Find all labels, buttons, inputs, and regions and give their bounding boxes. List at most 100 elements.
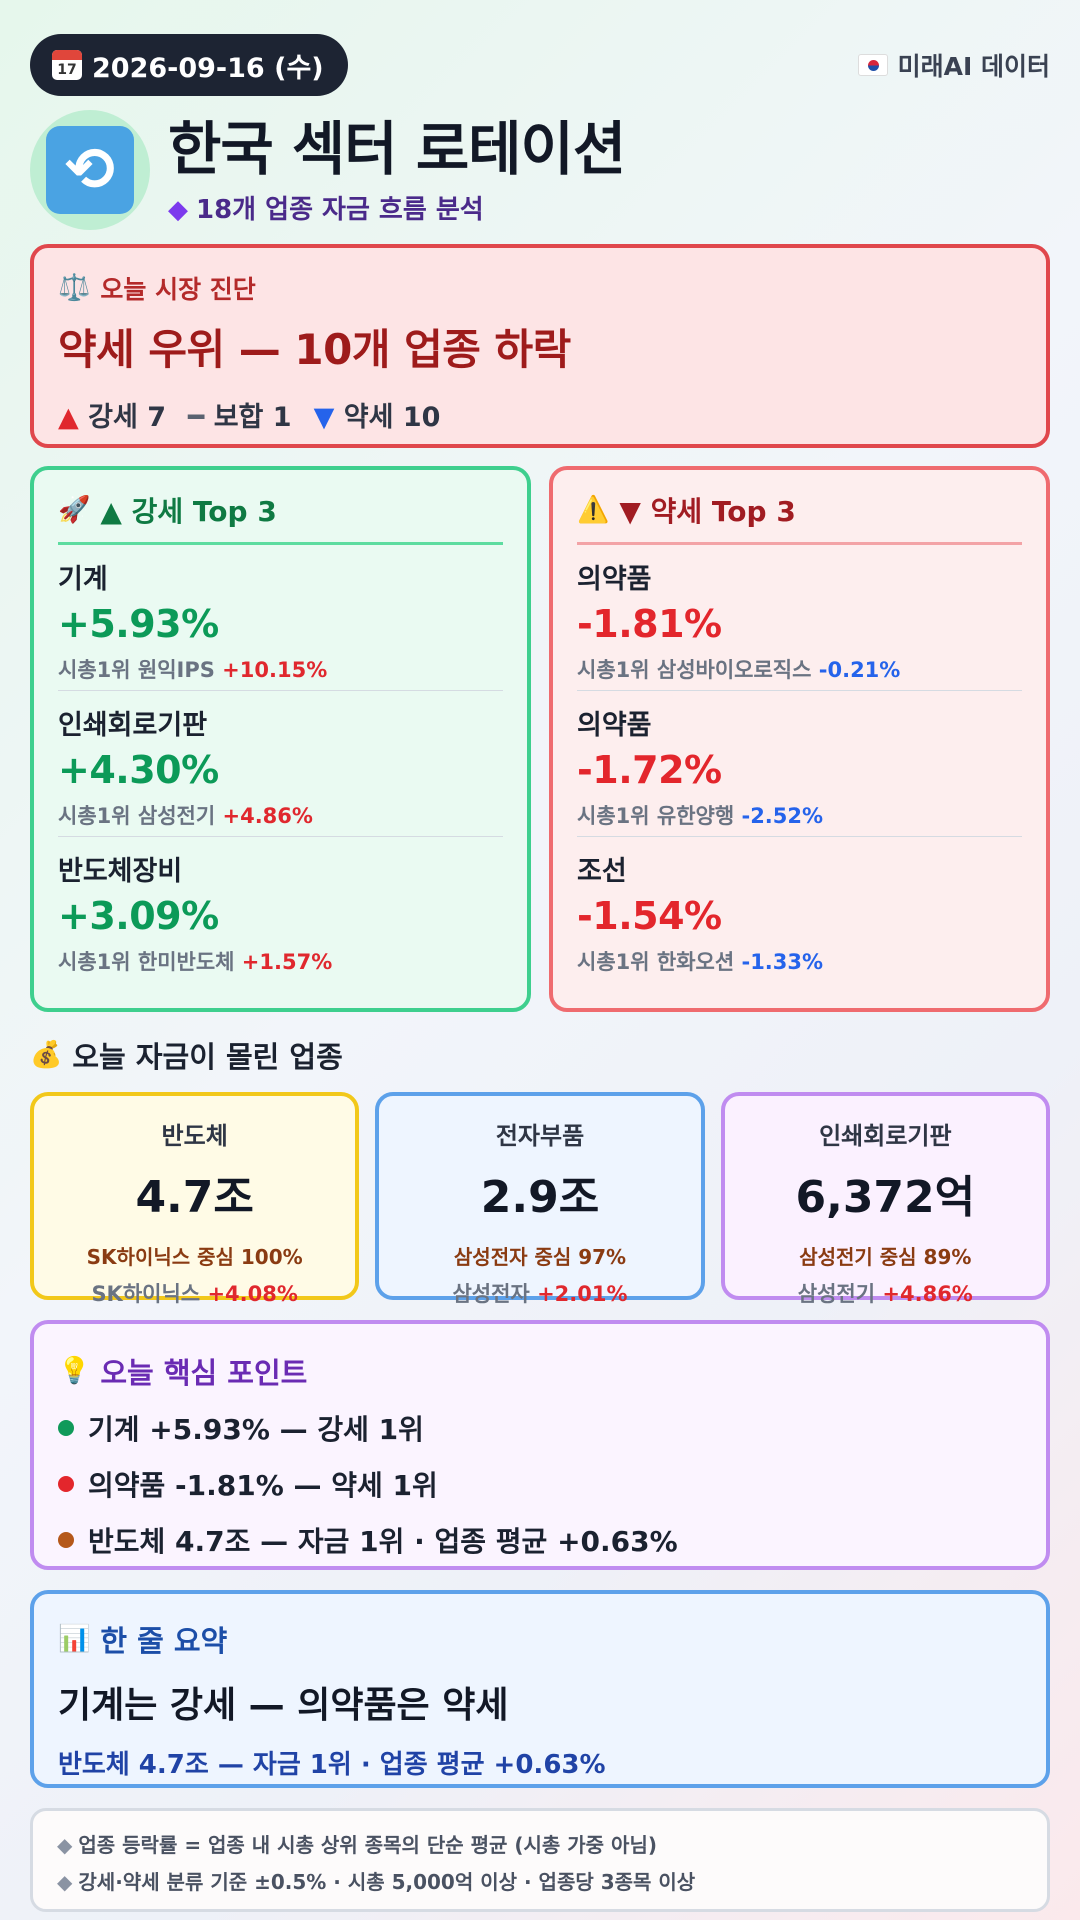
diamond-icon: ◆ — [168, 194, 188, 225]
money-sector-name: 인쇄회로기판 — [819, 1122, 952, 1150]
summary-sub: 반도체 4.7조 — 자금 1위 · 업종 평균 +0.63% — [58, 1750, 606, 1780]
sector-name: 반도체장비 — [58, 856, 183, 887]
loser-item: 의약품 -1.72% 시총1위 유한양행 -2.52% — [577, 691, 1022, 837]
page-title: 한국 섹터 로테이션 — [168, 114, 626, 183]
bullet-dot-icon — [58, 1532, 74, 1548]
gainers-card: 🚀 ▲ 강세 Top 3 기계 +5.93% 시총1위 원익IPS +10.15… — [30, 466, 531, 1012]
top-stock-name: 삼성전기 — [797, 1282, 876, 1306]
scales-icon: ⚖️ — [58, 273, 91, 303]
sector-change: -1.72% — [577, 748, 722, 792]
money-concentration: 삼성전자 중심 97% — [453, 1245, 627, 1269]
losers-heading-text: ▼ 약세 Top 3 — [619, 495, 796, 528]
header-row: 17 2026-09-16 (수) 미래AI 데이터 — [30, 34, 1050, 96]
leader-change: +4.86% — [222, 804, 313, 828]
sector-name: 기계 — [58, 564, 108, 595]
strong-count-text: 강세 7 — [88, 402, 167, 433]
data-source: 미래AI 데이터 — [857, 47, 1050, 83]
bullet-dot-icon — [58, 1420, 74, 1436]
money-sector-name: 반도체 — [161, 1122, 228, 1150]
weak-count: ▼ 약세 10 — [314, 395, 441, 434]
strong-count: ▲ 강세 7 — [58, 395, 166, 434]
money-flow-row: 반도체 4.7조 SK하이닉스 중심 100% SK하이닉스 +4.08% 전자… — [30, 1092, 1050, 1306]
key-point-text: 의약품 -1.81% — 약세 1위 — [88, 1469, 438, 1502]
note-text: 강세·약세 분류 기준 ±0.5% · 시총 5,000억 이상 · 업종당 3… — [78, 1870, 696, 1894]
leader-change: -0.21% — [818, 658, 901, 682]
date-text: 2026-09-16 (수) — [92, 52, 324, 84]
money-value: 6,372억 — [795, 1172, 976, 1223]
bullet-dot-icon — [58, 1476, 74, 1492]
money-top-stock: SK하이닉스 +4.08% — [34, 1278, 355, 1308]
key-points-card: 💡 오늘 핵심 포인트 기계 +5.93% — 강세 1위 의약품 -1.81%… — [30, 1320, 1050, 1570]
leader-line: 시총1위 원익IPS +10.15% — [58, 654, 503, 684]
sector-change: +5.93% — [58, 602, 219, 646]
money-card: 인쇄회로기판 6,372억 삼성전기 중심 89% 삼성전기 +4.86% — [720, 1092, 1050, 1306]
calendar-icon: 17 — [52, 50, 82, 80]
money-card: 반도체 4.7조 SK하이닉스 중심 100% SK하이닉스 +4.08% — [30, 1092, 360, 1306]
top-stock-name: SK하이닉스 — [91, 1282, 201, 1306]
note-text: 업종 등락률 = 업종 내 시총 상위 종목의 단순 평균 (시총 가중 아님) — [78, 1833, 657, 1857]
diamond-icon: ◆ — [57, 1870, 73, 1894]
up-triangle-icon: ▲ — [58, 402, 79, 433]
losers-card: ⚠️ ▼ 약세 Top 3 의약품 -1.81% 시총1위 삼성바이오로직스 -… — [549, 466, 1050, 1012]
market-diagnosis-card: ⚖️ 오늘 시장 진단 약세 우위 — 10개 업종 하락 ▲ 강세 7 ━ 보… — [30, 244, 1050, 448]
money-sector-name: 전자부품 — [495, 1122, 585, 1150]
top-stock-name: 삼성전자 — [452, 1282, 530, 1306]
key-points-heading: 💡 오늘 핵심 포인트 — [58, 1350, 1022, 1392]
diamond-icon: ◆ — [57, 1833, 73, 1857]
sector-change: -1.81% — [577, 602, 722, 646]
leader-name: 시총1위 삼성전기 — [58, 804, 216, 828]
gainers-heading: 🚀 ▲ 강세 Top 3 — [58, 490, 503, 545]
diagnosis-main: 약세 우위 — 10개 업종 하락 — [58, 325, 571, 374]
key-point: 의약품 -1.81% — 약세 1위 — [58, 1464, 1022, 1504]
leader-name: 시총1위 한화오션 — [577, 950, 735, 974]
diagnosis-heading: ⚖️ 오늘 시장 진단 — [58, 270, 1022, 306]
warning-icon: ⚠️ — [577, 495, 610, 525]
date-badge: 17 2026-09-16 (수) — [30, 34, 348, 96]
leader-name: 시총1위 삼성바이오로직스 — [577, 658, 812, 682]
money-concentration: 삼성전기 중심 89% — [799, 1245, 972, 1269]
lightbulb-icon: 💡 — [58, 1356, 91, 1386]
rotation-logo: ⟲ — [30, 110, 150, 230]
gainer-item: 반도체장비 +3.09% 시총1위 한미반도체 +1.57% — [58, 837, 503, 983]
diagnosis-heading-text: 오늘 시장 진단 — [100, 275, 256, 304]
money-top-stock: 삼성전기 +4.86% — [725, 1278, 1046, 1308]
top-stock-change: +4.08% — [207, 1282, 298, 1306]
leader-name: 시총1위 한미반도체 — [58, 950, 235, 974]
loser-item: 의약품 -1.81% 시총1위 삼성바이오로직스 -0.21% — [577, 545, 1022, 691]
sector-change: -1.54% — [577, 894, 722, 938]
key-points-heading-text: 오늘 핵심 포인트 — [100, 1356, 308, 1390]
leader-line: 시총1위 한화오션 -1.33% — [577, 946, 1022, 976]
money-heading-text: 오늘 자금이 몰린 업종 — [72, 1040, 343, 1074]
down-triangle-icon: ▼ — [313, 402, 335, 433]
money-card: 전자부품 2.9조 삼성전자 중심 97% 삼성전자 +2.01% — [375, 1092, 705, 1306]
leader-change: -1.33% — [741, 950, 824, 974]
calendar-day: 17 — [57, 62, 77, 78]
sector-name: 의약품 — [577, 710, 652, 741]
leader-change: +1.57% — [241, 950, 333, 974]
leader-name: 시총1위 원익IPS — [58, 658, 215, 682]
leader-line: 시총1위 한미반도체 +1.57% — [58, 946, 503, 976]
subtitle-text: 18개 업종 자금 흐름 분석 — [196, 194, 484, 225]
summary-heading-text: 한 줄 요약 — [100, 1624, 228, 1658]
gainer-item: 기계 +5.93% 시총1위 원익IPS +10.15% — [58, 545, 503, 691]
page-subtitle: ◆ 18개 업종 자금 흐름 분석 — [168, 189, 625, 226]
dash-icon: ━ — [188, 402, 205, 433]
top-stock-change: +4.86% — [882, 1282, 973, 1306]
rocket-icon: 🚀 — [58, 495, 91, 525]
key-point: 기계 +5.93% — 강세 1위 — [58, 1408, 1022, 1448]
leader-change: -2.52% — [741, 804, 824, 828]
leader-line: 시총1위 삼성전기 +4.86% — [58, 800, 503, 830]
summary-card: 📊 한 줄 요약 기계는 강세 — 의약품은 약세 반도체 4.7조 — 자금 … — [30, 1590, 1050, 1788]
gainers-heading-text: ▲ 강세 Top 3 — [100, 495, 277, 528]
summary-main: 기계는 강세 — 의약품은 약세 — [58, 1685, 509, 1726]
money-flow-heading: 💰 오늘 자금이 몰린 업종 — [30, 1034, 1050, 1076]
money-top-stock: 삼성전자 +2.01% — [379, 1278, 700, 1308]
leader-change: +10.15% — [222, 658, 328, 682]
losers-heading: ⚠️ ▼ 약세 Top 3 — [577, 490, 1022, 545]
sector-name: 조선 — [577, 856, 627, 887]
money-value: 4.7조 — [135, 1172, 254, 1223]
bar-chart-icon: 📊 — [58, 1624, 91, 1654]
key-point-text: 반도체 4.7조 — 자금 1위 · 업종 평균 +0.63% — [88, 1525, 678, 1558]
source-label: 미래AI 데이터 — [897, 52, 1050, 81]
rotate-arrows-icon: ⟲ — [46, 126, 134, 214]
